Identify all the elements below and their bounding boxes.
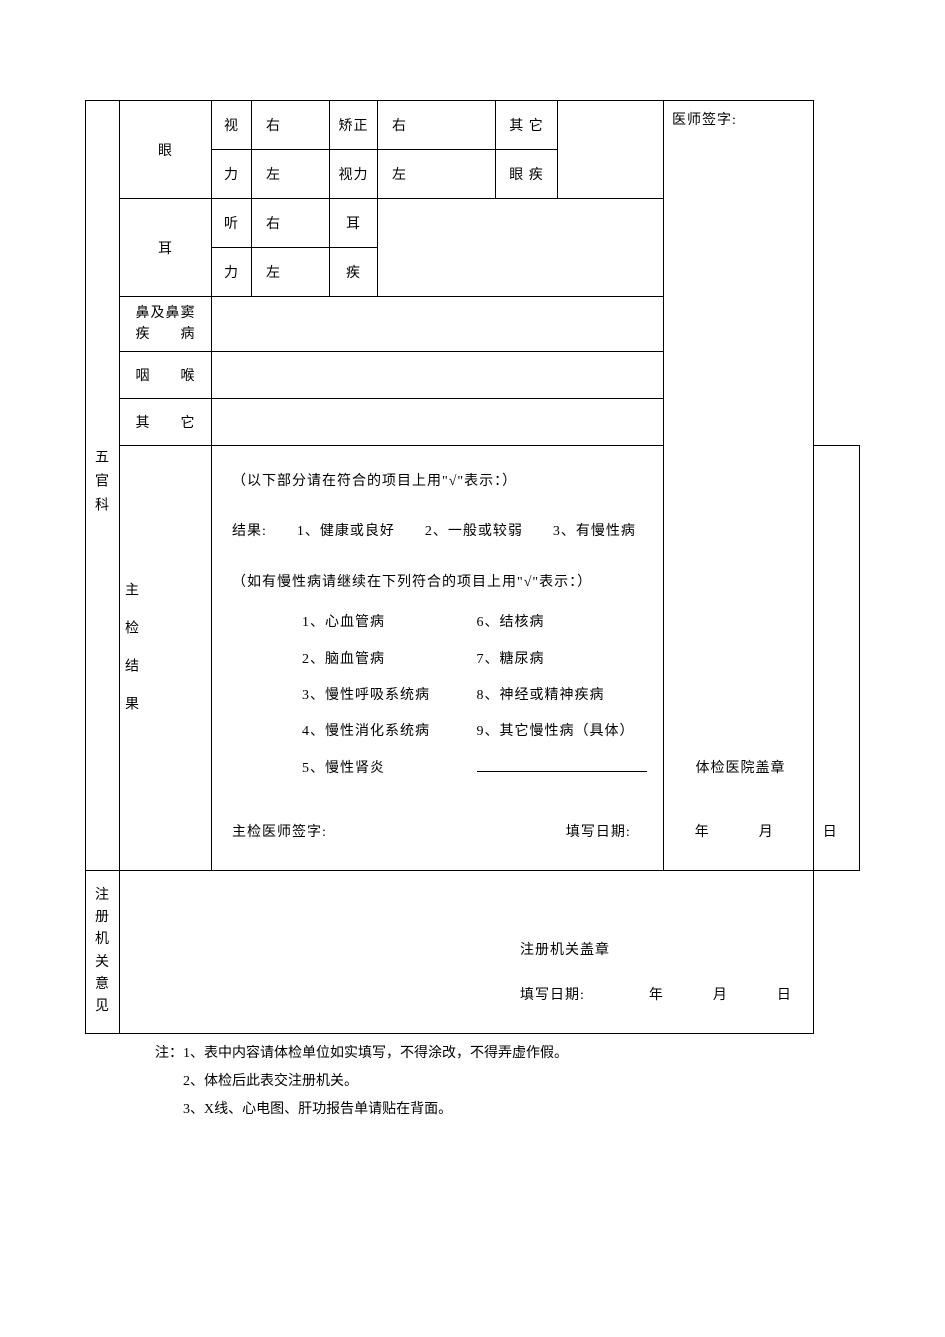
label-vision-1: 视 [212, 101, 252, 150]
other-chronic-line[interactable] [477, 771, 647, 772]
reg-stamp: 注册机关盖章 [520, 943, 610, 958]
d1[interactable]: 1、心血管病 [302, 605, 472, 641]
section-reg: 注册机关意见 [86, 870, 120, 1033]
nose-line2: 疾 病 [124, 324, 207, 345]
reg-fill-date: 填写日期: [520, 988, 585, 1003]
reg-content: 注册机关盖章 填写日期: 年 月 日 [120, 870, 814, 1033]
corr-right-val: 右 [378, 101, 496, 150]
d9[interactable]: 9、其它慢性病（具体） [477, 724, 635, 739]
page-root: 五官科 眼 视 右 矫正 右 其 它 医师签字: 力 左 视力 左 眼 疾 耳 … [0, 0, 945, 1164]
label-left-1: 左 [252, 150, 330, 199]
chief-sign-label: 主检医师签字: [232, 825, 327, 840]
note-3: 3、X线、心电图、肝功报告单请贴在背面。 [183, 1102, 452, 1117]
hospital-stamp: 体检医院盖章 [696, 761, 786, 776]
label-other-eye-1: 其 它 [496, 101, 558, 150]
d6[interactable]: 6、结核病 [477, 615, 545, 630]
label-right-1: 右 [252, 101, 330, 150]
note-1: 1、表中内容请体检单位如实填写，不得涂改，不得弄虚作假。 [183, 1046, 568, 1061]
label-corr-2: 视力 [330, 150, 378, 199]
corr-left-val: 左 [378, 150, 496, 199]
fill-date-label: 填写日期: [566, 825, 631, 840]
label-throat: 咽 喉 [120, 352, 212, 399]
footer-notes: 注：1、表中内容请体检单位如实填写，不得涂改，不得弄虚作假。 注：2、体检后此表… [85, 1040, 860, 1124]
label-nose: 鼻及鼻窦 疾 病 [120, 297, 212, 352]
label-other-eye-2: 眼 疾 [496, 150, 558, 199]
d2[interactable]: 2、脑血管病 [302, 642, 472, 678]
d3[interactable]: 3、慢性呼吸系统病 [302, 678, 472, 714]
section-main: 主检结果 [120, 446, 212, 871]
d4[interactable]: 4、慢性消化系统病 [302, 714, 472, 750]
d7[interactable]: 7、糖尿病 [477, 652, 545, 667]
other-eye-value[interactable] [558, 101, 664, 199]
label-hearing-2: 力 [212, 248, 252, 297]
d5[interactable]: 5、慢性肾炎 [302, 751, 472, 787]
label-other: 其 它 [120, 399, 212, 446]
reg-day-label: 日 [777, 988, 792, 1003]
other-val[interactable] [212, 399, 664, 446]
label-hearing-1: 听 [212, 199, 252, 248]
main-content: （以下部分请在符合的项目上用"√"表示：） 结果: 1、健康或良好 2、一般或较… [212, 446, 860, 871]
d8[interactable]: 8、神经或精神疾病 [477, 688, 605, 703]
ear-disease-val[interactable] [378, 199, 664, 297]
reg-year-label: 年 [649, 988, 664, 1003]
note-2: 2、体检后此表交注册机关。 [183, 1074, 358, 1089]
day-label: 日 [823, 825, 838, 840]
hear-left: 左 [252, 248, 330, 297]
label-vision-2: 力 [212, 150, 252, 199]
main-line1: （以下部分请在符合的项目上用"√"表示：） [232, 464, 839, 500]
nose-val[interactable] [212, 297, 664, 352]
notes-prefix: 注： [155, 1046, 183, 1061]
label-eye: 眼 [120, 101, 212, 199]
month-label: 月 [759, 825, 774, 840]
hear-right: 右 [252, 199, 330, 248]
throat-val[interactable] [212, 352, 664, 399]
label-corr-1: 矫正 [330, 101, 378, 150]
main-line2: 结果: 1、健康或良好 2、一般或较弱 3、有慢性病 [232, 514, 839, 550]
form-table: 五官科 眼 视 右 矫正 右 其 它 医师签字: 力 左 视力 左 眼 疾 耳 … [85, 100, 860, 1034]
label-ear: 耳 [120, 199, 212, 297]
main-line3: （如有慢性病请继续在下列符合的项目上用"√"表示：） [232, 565, 839, 601]
nose-line1: 鼻及鼻窦 [124, 303, 207, 324]
year-label: 年 [695, 825, 710, 840]
reg-month-label: 月 [713, 988, 728, 1003]
label-ear-d-2: 疾 [330, 248, 378, 297]
section-ent: 五官科 [86, 101, 120, 871]
label-ear-d-1: 耳 [330, 199, 378, 248]
